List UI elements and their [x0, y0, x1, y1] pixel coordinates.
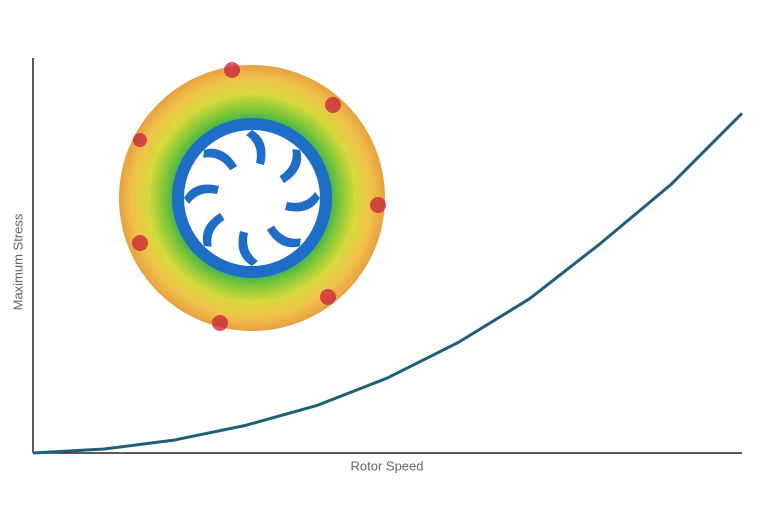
y-axis-label: Maximum Stress	[10, 213, 25, 310]
rotor-image	[119, 62, 386, 331]
line-series	[32, 112, 744, 455]
x-axis-label: Rotor Speed	[351, 458, 424, 473]
